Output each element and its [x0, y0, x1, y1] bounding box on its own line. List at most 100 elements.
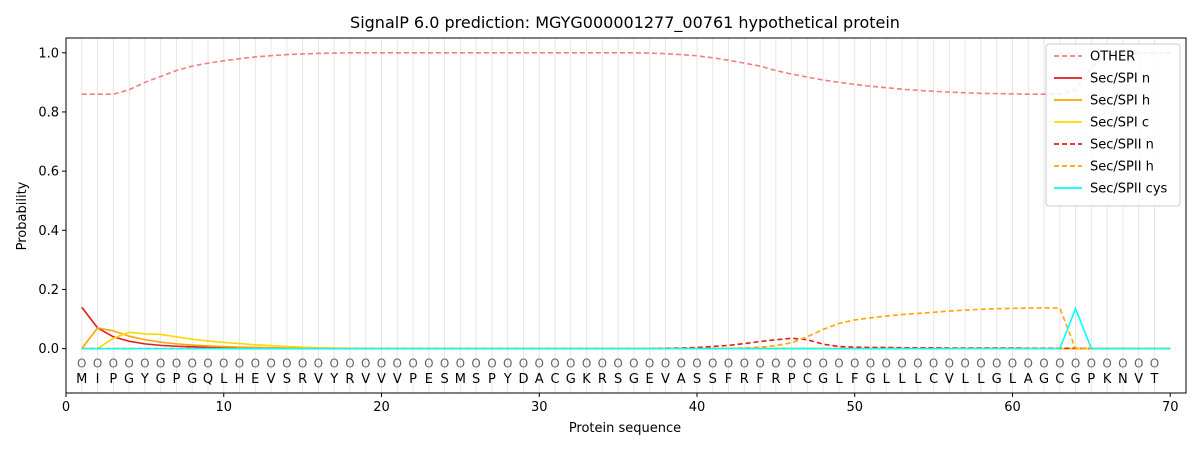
residue-label: M — [455, 372, 466, 387]
y-axis-label: Probability — [15, 181, 30, 250]
region-marker: O — [1150, 356, 1159, 370]
series-line-sec-spi-h — [81, 327, 1171, 350]
residue-label: L — [914, 372, 922, 387]
region-marker: O — [1087, 356, 1096, 370]
region-marker: O — [519, 356, 528, 370]
region-marker: O — [393, 356, 402, 370]
residue-label: L — [977, 372, 985, 387]
region-marker: O — [109, 356, 118, 370]
region-marker: O — [692, 356, 701, 370]
residue-label: L — [883, 372, 891, 387]
residue-label: P — [409, 372, 417, 387]
residue-label: V — [945, 372, 954, 387]
region-marker: O — [408, 356, 417, 370]
region-marker: O — [471, 356, 480, 370]
series-line-sec-spi-c — [81, 331, 1171, 350]
region-marker: O — [314, 356, 323, 370]
region-marker: O — [882, 356, 891, 370]
region-marker: O — [661, 356, 670, 370]
residue-label: P — [173, 372, 181, 387]
region-marker: O — [282, 356, 291, 370]
residue-label: R — [345, 372, 354, 387]
residue-label: C — [550, 372, 559, 387]
region-marker: O — [582, 356, 591, 370]
residue-label: L — [1009, 372, 1017, 387]
region-marker: O — [440, 356, 449, 370]
residue-label: A — [1024, 372, 1033, 387]
residue-label: P — [488, 372, 496, 387]
residue-label: E — [425, 372, 433, 387]
residue-label: V — [361, 372, 370, 387]
residue-label: R — [598, 372, 607, 387]
series-line-sec-spii-cys — [81, 306, 1171, 350]
legend-label: Sec/SPII h — [1090, 160, 1154, 175]
region-marker: O — [345, 356, 354, 370]
legend-label: Sec/SPI h — [1090, 94, 1150, 109]
residue-label: S — [472, 372, 480, 387]
region-marker: O — [929, 356, 938, 370]
series-line-sec-spii-h — [81, 306, 1171, 350]
y-tick-label: 1.0 — [38, 46, 59, 61]
legend-label: Sec/SPI n — [1090, 72, 1150, 87]
legend: OTHER Sec/SPI n Sec/SPI h Sec/SPI c Sec/SPII… — [1045, 43, 1181, 207]
region-marker: O — [1055, 356, 1064, 370]
series-line-other — [81, 51, 1171, 96]
residue-label: L — [835, 372, 843, 387]
residue-label: G — [865, 372, 875, 387]
residue-label: V — [393, 372, 402, 387]
residue-label: R — [298, 372, 307, 387]
region-marker: O — [235, 356, 244, 370]
x-tick-label: 40 — [689, 400, 706, 415]
region-marker: O — [93, 356, 102, 370]
x-axis-ticks: 0 10 20 30 40 50 60 70 — [62, 393, 1179, 415]
region-marker: O — [992, 356, 1001, 370]
residue-label: C — [929, 372, 938, 387]
region-marker: O — [503, 356, 512, 370]
residue-label: A — [535, 372, 544, 387]
residue-label: I — [96, 372, 100, 387]
region-marker: O — [771, 356, 780, 370]
region-marker: O — [77, 356, 86, 370]
x-tick-label: 0 — [62, 400, 70, 415]
residue-label: G — [1039, 372, 1049, 387]
residue-label: V — [377, 372, 386, 387]
residue-label: A — [677, 372, 686, 387]
residue-label: K — [582, 372, 591, 387]
residue-label: P — [109, 372, 117, 387]
residue-label: N — [1118, 372, 1128, 387]
residue-label: G — [124, 372, 134, 387]
legend-label: Sec/SPII cys — [1090, 182, 1168, 197]
region-marker: O — [124, 356, 133, 370]
region-marker: O — [866, 356, 875, 370]
residue-label: V — [1134, 372, 1143, 387]
residue-label: Q — [203, 372, 213, 387]
x-tick-label: 60 — [1004, 400, 1021, 415]
residue-label: S — [614, 372, 622, 387]
plot-frame — [65, 37, 1187, 394]
region-marker: O — [755, 356, 764, 370]
region-marker: O — [1039, 356, 1048, 370]
y-tick-label: 0.6 — [38, 165, 59, 180]
grid-layer — [81, 38, 1155, 393]
region-marker: O — [361, 356, 370, 370]
region-marker: O — [834, 356, 843, 370]
legend-label: Sec/SPI c — [1090, 116, 1149, 131]
region-marker: O — [1071, 356, 1080, 370]
region-marker: O — [424, 356, 433, 370]
region-marker: O — [645, 356, 654, 370]
residue-label: S — [440, 372, 448, 387]
x-tick-label: 20 — [373, 400, 390, 415]
residue-label: F — [756, 372, 763, 387]
residue-label: Y — [329, 372, 338, 387]
region-marker: O — [1102, 356, 1111, 370]
y-tick-label: 0.2 — [38, 283, 59, 298]
region-marker: O — [724, 356, 733, 370]
residue-label: Y — [140, 372, 149, 387]
y-tick-label: 0.0 — [38, 342, 59, 357]
x-tick-label: 70 — [1162, 400, 1179, 415]
residue-label: V — [314, 372, 323, 387]
residue-label: R — [771, 372, 780, 387]
region-marker: O — [140, 356, 149, 370]
